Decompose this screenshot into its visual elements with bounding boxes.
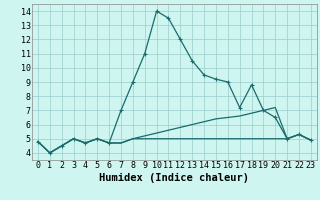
X-axis label: Humidex (Indice chaleur): Humidex (Indice chaleur) [100, 173, 249, 183]
